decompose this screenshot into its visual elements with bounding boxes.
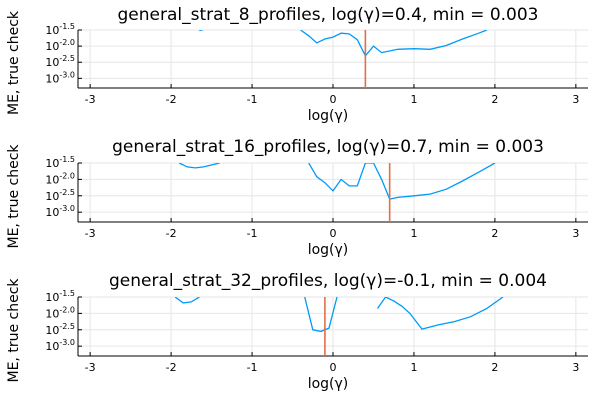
y-tick-label: 10-2.0 [45, 38, 75, 53]
x-tick-label: 1 [410, 93, 417, 106]
subplot-1: -3 -2 -1 0 1 2 3 10-1.510-2.010-2.510-3.0 genera… [6, 5, 588, 124]
x-tick-label: -1 [247, 361, 258, 374]
y-axis-label: ME, true check [6, 144, 22, 249]
y-tick-label: 10-2.5 [45, 188, 75, 203]
x-tick-label: -3 [85, 227, 96, 240]
y-tick-label: 10-2.5 [45, 54, 75, 69]
series-line-2 [300, 30, 488, 57]
subplot-3: -3 -2 -1 0 1 2 3 10-1.510-2.0 10-2.510-3.0 genera… [6, 271, 588, 392]
series-line-1 [199, 30, 204, 32]
y-tick-label: 10-3.0 [45, 204, 75, 219]
series-line-1 [178, 163, 220, 169]
x-axis-label: log(γ) [308, 108, 349, 124]
x-tick-label: 1 [410, 227, 417, 240]
plot-area [174, 297, 504, 356]
subplot-title: general_strat_8_profiles, log(γ)=0.4, mi… [118, 5, 539, 25]
x-tick-label: -2 [166, 361, 177, 374]
x-tick-label: 0 [330, 361, 337, 374]
x-axis-label: log(γ) [308, 242, 349, 258]
y-tick-label: 10-1.5 [45, 22, 75, 37]
x-tick-label: 2 [491, 361, 498, 374]
y-tick-label: 10-3.0 [45, 70, 75, 85]
x-tick-label: 3 [572, 93, 579, 106]
series-line-2 [304, 297, 338, 333]
series-line-2 [308, 163, 496, 200]
x-tick-label: 2 [491, 227, 498, 240]
x-tick-label: -2 [166, 227, 177, 240]
x-tick-label: -3 [85, 93, 96, 106]
y-tick-label: 10-1.5 [45, 155, 75, 170]
x-tick-label: 3 [572, 227, 579, 240]
y-tick-label: 10-2.0 [45, 171, 75, 186]
x-tick-label: 3 [572, 361, 579, 374]
x-tick-label: 1 [410, 361, 417, 374]
plot-area [199, 30, 488, 88]
subplot-2: -3 -2 -1 0 1 2 3 10-1.510-2.0 10-2.510-3.0 genera… [6, 137, 588, 258]
subplot-title: general_strat_16_profiles, log(γ)=0.7, m… [112, 137, 544, 157]
y-tick-label: 10-2.0 [45, 305, 75, 320]
subplot-title: general_strat_32_profiles, log(γ)=-0.1, … [109, 271, 547, 291]
y-axis-label: ME, true check [6, 278, 22, 383]
x-tick-label: -1 [247, 227, 258, 240]
x-tick-label: -1 [247, 93, 258, 106]
y-tick-label: 10-1.5 [45, 289, 75, 304]
series-line-1 [174, 297, 200, 304]
x-axis-label: log(γ) [308, 376, 349, 392]
y-tick-label: 10-3.0 [45, 338, 75, 353]
x-tick-label: 0 [330, 93, 337, 106]
y-tick-label: 10-2.5 [45, 322, 75, 337]
series-line-3 [376, 297, 504, 330]
x-tick-label: -3 [85, 361, 96, 374]
x-tick-label: 2 [491, 93, 498, 106]
plot-area [178, 163, 496, 222]
x-tick-label: 0 [330, 227, 337, 240]
y-axis-label: ME, true check [6, 10, 22, 115]
x-tick-label: -2 [166, 93, 177, 106]
